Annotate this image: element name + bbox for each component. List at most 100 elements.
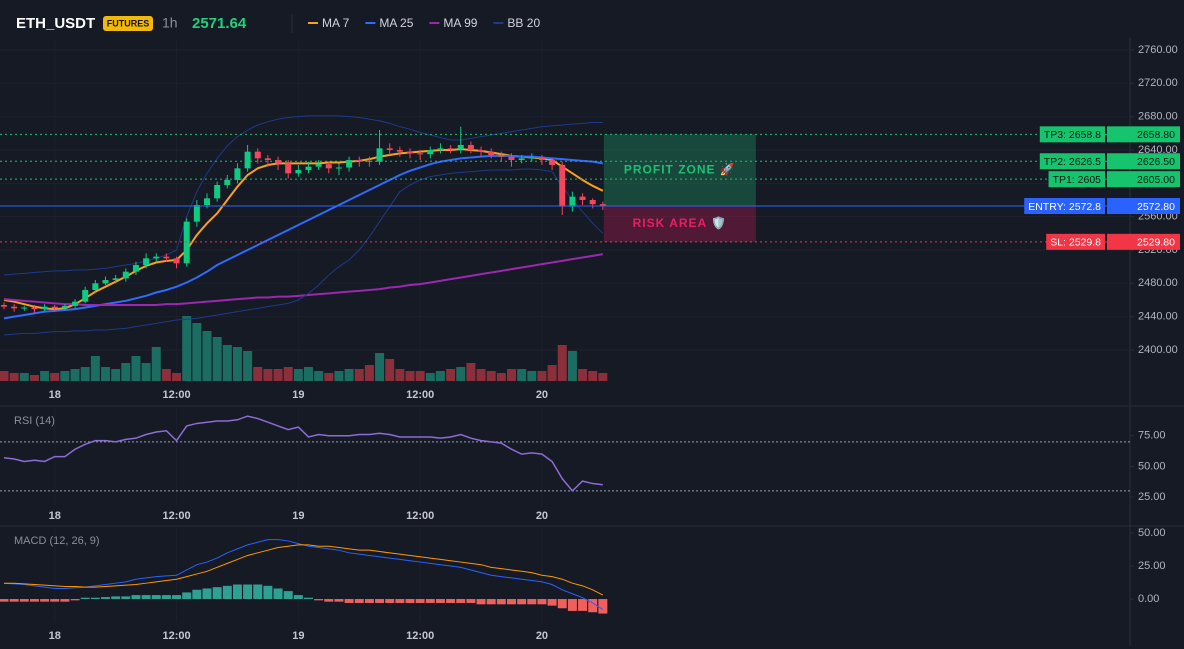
volume-bar [314, 371, 324, 381]
x-tick-label: 12:00 [406, 389, 434, 401]
badge: FUTURES [107, 18, 150, 28]
axis-tag: 2658.80 [1137, 129, 1175, 141]
volume-bar [80, 367, 90, 381]
zone-label: RISK AREA 🛡️ [633, 216, 727, 230]
histogram-bar [283, 591, 293, 600]
volume-bar [334, 371, 344, 381]
histogram-bar [293, 595, 303, 600]
histogram-bar [202, 588, 212, 600]
histogram-bar [161, 595, 171, 600]
x-tick-label: 18 [49, 630, 61, 642]
candle-body [356, 160, 363, 161]
histogram-bar [212, 587, 222, 600]
candle-body [599, 204, 606, 206]
candle-body [518, 158, 525, 160]
level-tag: ENTRY: 2572.8 [1028, 201, 1101, 213]
legend-label[interactable]: MA 7 [322, 16, 350, 30]
histogram-bar [456, 599, 466, 603]
legend-label[interactable]: BB 20 [507, 16, 540, 30]
candle-body [21, 307, 28, 309]
interval[interactable]: 1h [162, 15, 178, 31]
volume-bar [283, 367, 293, 381]
histogram-bar [446, 599, 456, 603]
histogram-bar [131, 595, 141, 600]
histogram-bar [486, 599, 496, 605]
legend-label[interactable]: MA 25 [379, 16, 413, 30]
volume-bar [425, 373, 435, 381]
volume-bar [243, 351, 253, 381]
x-tick-label: 12:00 [406, 630, 434, 642]
volume-bar [364, 365, 374, 381]
volume-bar [141, 363, 151, 381]
histogram-bar [527, 599, 537, 605]
histogram-bar [547, 599, 557, 606]
histogram-bar [334, 599, 344, 602]
volume-bar [395, 369, 405, 381]
histogram-bar [415, 599, 425, 603]
candle-body [102, 280, 109, 284]
candle-body [173, 258, 180, 264]
x-tick-label: 20 [536, 389, 548, 401]
histogram-bar [324, 599, 334, 602]
volume-bar [263, 369, 273, 381]
candle-body [325, 164, 332, 169]
level-tag-bg [1048, 171, 1105, 188]
axis-tag: 2605.00 [1137, 174, 1175, 186]
x-tick-label: 19 [292, 630, 304, 642]
volume-bar [517, 369, 527, 381]
axis-tag-bg [1107, 198, 1180, 214]
x-tick-label: 20 [536, 510, 548, 522]
legend-label[interactable]: MA 99 [443, 16, 477, 30]
volume-bar [375, 353, 385, 381]
candle-body [386, 148, 393, 150]
histogram-bar [101, 597, 110, 600]
volume-bar [507, 369, 516, 381]
level-tag: SL: 2529.8 [1050, 237, 1101, 249]
histogram-bar [304, 597, 313, 600]
level-tag-bg [1024, 198, 1105, 214]
candle-body [396, 150, 403, 152]
zone [603, 134, 756, 206]
histogram-bar [60, 599, 70, 602]
candle-body [315, 164, 322, 167]
volume-bar [192, 323, 202, 381]
y-tick-label: 0.00 [1138, 593, 1159, 605]
candle-body [143, 258, 150, 265]
histogram-bar [19, 599, 29, 602]
x-tick-label: 12:00 [162, 630, 190, 642]
histogram-bar [557, 599, 567, 609]
histogram-bar [588, 599, 598, 613]
volume-bar [253, 367, 263, 381]
y-tick-label: 2400.00 [1138, 344, 1178, 356]
volume-bar [354, 369, 364, 381]
volume-bar [29, 375, 39, 381]
axis-tag-bg [1107, 126, 1180, 143]
x-tick-label: 20 [536, 630, 548, 642]
level-tag-bg [1046, 233, 1105, 250]
histogram-bar [598, 599, 608, 614]
y-tick-label: 25.00 [1138, 491, 1166, 503]
histogram-bar [90, 597, 100, 600]
volume-bar [182, 316, 192, 381]
y-tick-label: 2440.00 [1138, 311, 1178, 323]
x-tick-label: 18 [49, 510, 61, 522]
histogram-bar [253, 584, 263, 600]
volume-bar [304, 367, 313, 381]
volume-bar [111, 369, 121, 381]
histogram-bar [364, 599, 374, 603]
volume-bar [293, 369, 303, 381]
histogram-bar [243, 584, 253, 600]
candle-body [254, 151, 261, 159]
histogram-bar [151, 595, 161, 600]
histogram-bar [567, 599, 577, 611]
x-tick-label: 18 [49, 389, 61, 401]
candle-body [437, 148, 444, 150]
axis-tag-bg [1107, 233, 1180, 250]
volume-bar [578, 369, 588, 381]
panel-title: RSI (14) [14, 415, 55, 427]
histogram-bar [50, 599, 60, 602]
candle-body [234, 168, 241, 180]
candle-body [224, 180, 231, 185]
